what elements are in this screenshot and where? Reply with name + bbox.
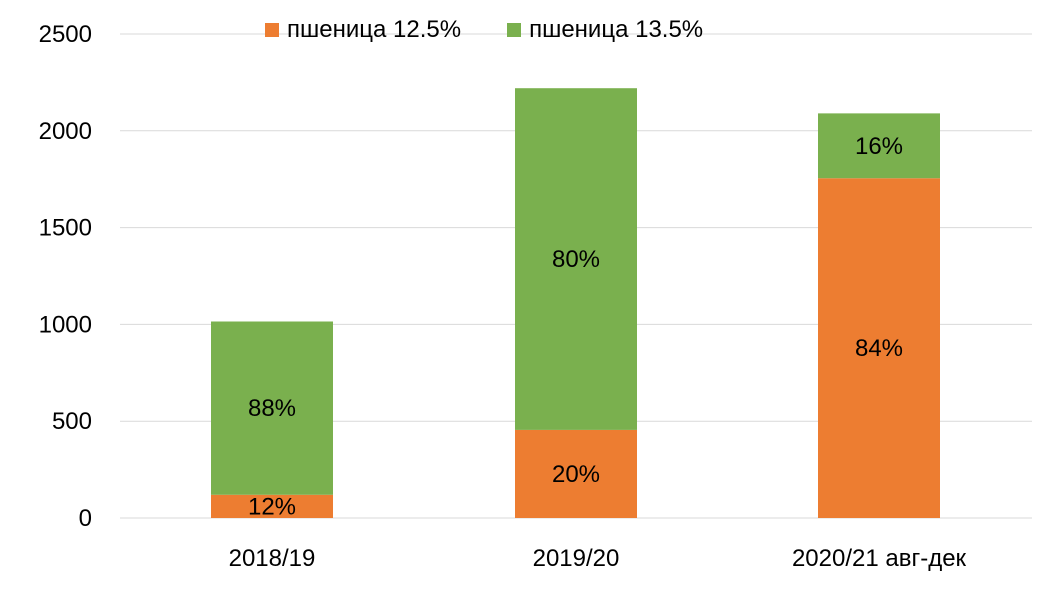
data-label: 12% xyxy=(248,493,296,520)
y-tick-label: 2500 xyxy=(39,21,92,48)
y-tick-label: 2000 xyxy=(39,118,92,145)
y-tick-label: 500 xyxy=(52,408,92,435)
y-tick-label: 1000 xyxy=(39,311,92,338)
bar-segment xyxy=(818,178,940,518)
bar-segment xyxy=(515,88,637,430)
x-tick-label: 2018/19 xyxy=(229,545,316,572)
y-axis: 0 500 1000 1500 2000 2500 xyxy=(39,21,92,532)
bars: 12% 88% 20% 80% 84% 16% xyxy=(211,88,940,520)
bar-segment xyxy=(211,494,333,518)
legend: пшеница 12.5% пшеница 13.5% xyxy=(265,16,703,44)
x-tick-label: 2019/20 xyxy=(533,545,620,572)
x-tick-label: 2020/21 авг-дек xyxy=(792,545,967,572)
legend-item-wheat-12-5: пшеница 12.5% xyxy=(265,16,461,44)
bar-segment xyxy=(211,321,333,495)
x-axis: 2018/19 2019/20 2020/21 авг-дек xyxy=(229,545,967,572)
data-label: 80% xyxy=(552,246,600,273)
y-tick-label: 0 xyxy=(79,505,92,532)
y-tick-label: 1500 xyxy=(39,215,92,242)
legend-label: пшеница 13.5% xyxy=(529,16,704,43)
data-label: 16% xyxy=(855,133,903,160)
bar-segment xyxy=(515,429,637,518)
legend-swatch-green xyxy=(507,23,522,37)
data-label: 84% xyxy=(855,335,903,362)
legend-item-wheat-13-5: пшеница 13.5% xyxy=(507,16,703,44)
legend-swatch-orange xyxy=(265,23,279,37)
bar-segment xyxy=(818,113,940,179)
legend-label: пшеница 12.5% xyxy=(287,16,462,43)
data-label: 88% xyxy=(248,395,296,422)
data-label: 20% xyxy=(552,461,600,488)
